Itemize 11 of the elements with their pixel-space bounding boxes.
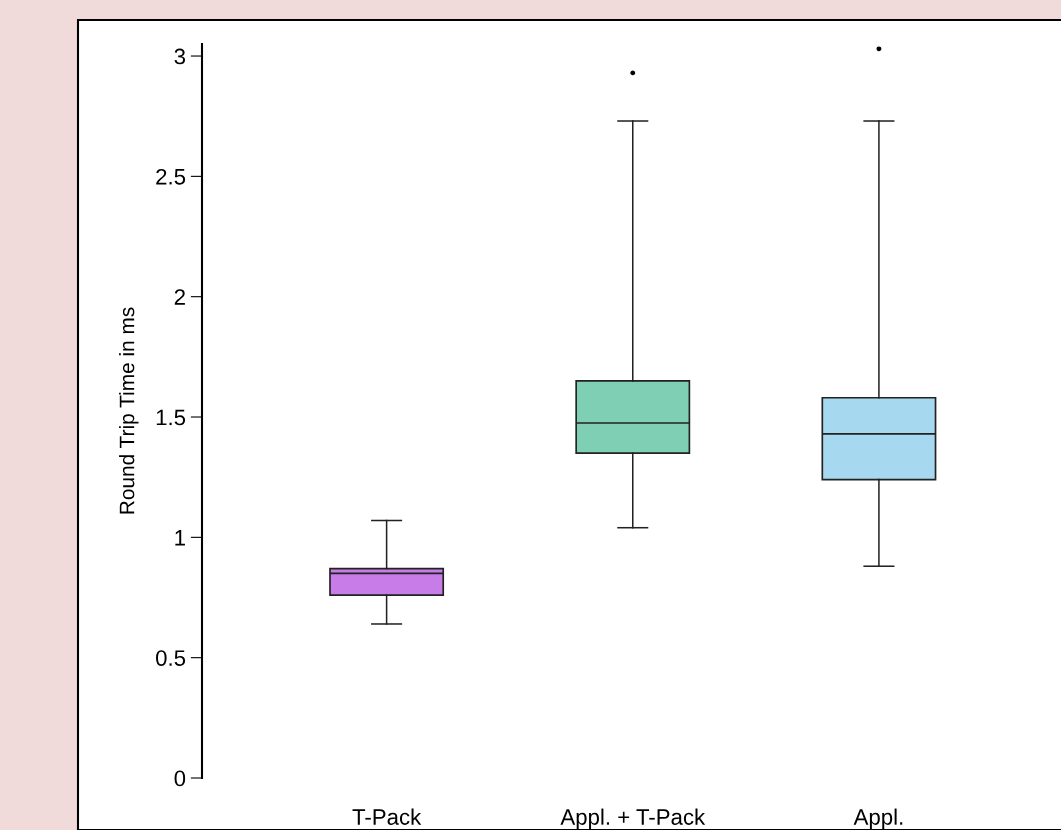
y-tick-label: 0.5	[156, 650, 186, 666]
y-axis-title: Round Trip Time in ms	[119, 307, 139, 514]
y-tick-label: 3	[174, 48, 186, 65]
y-tick-label: 1	[175, 530, 185, 546]
y-tick-label: 2	[174, 289, 185, 305]
y-tick-label: 2.5	[156, 168, 186, 185]
y-tick-label: 1.5	[156, 409, 186, 426]
x-tick-label: T-Pack	[352, 808, 422, 825]
x-tick-label: Appl. + T-Pack	[560, 808, 706, 830]
x-tick-label: Appl.	[853, 808, 903, 830]
y-tick-label: 0	[174, 770, 186, 787]
